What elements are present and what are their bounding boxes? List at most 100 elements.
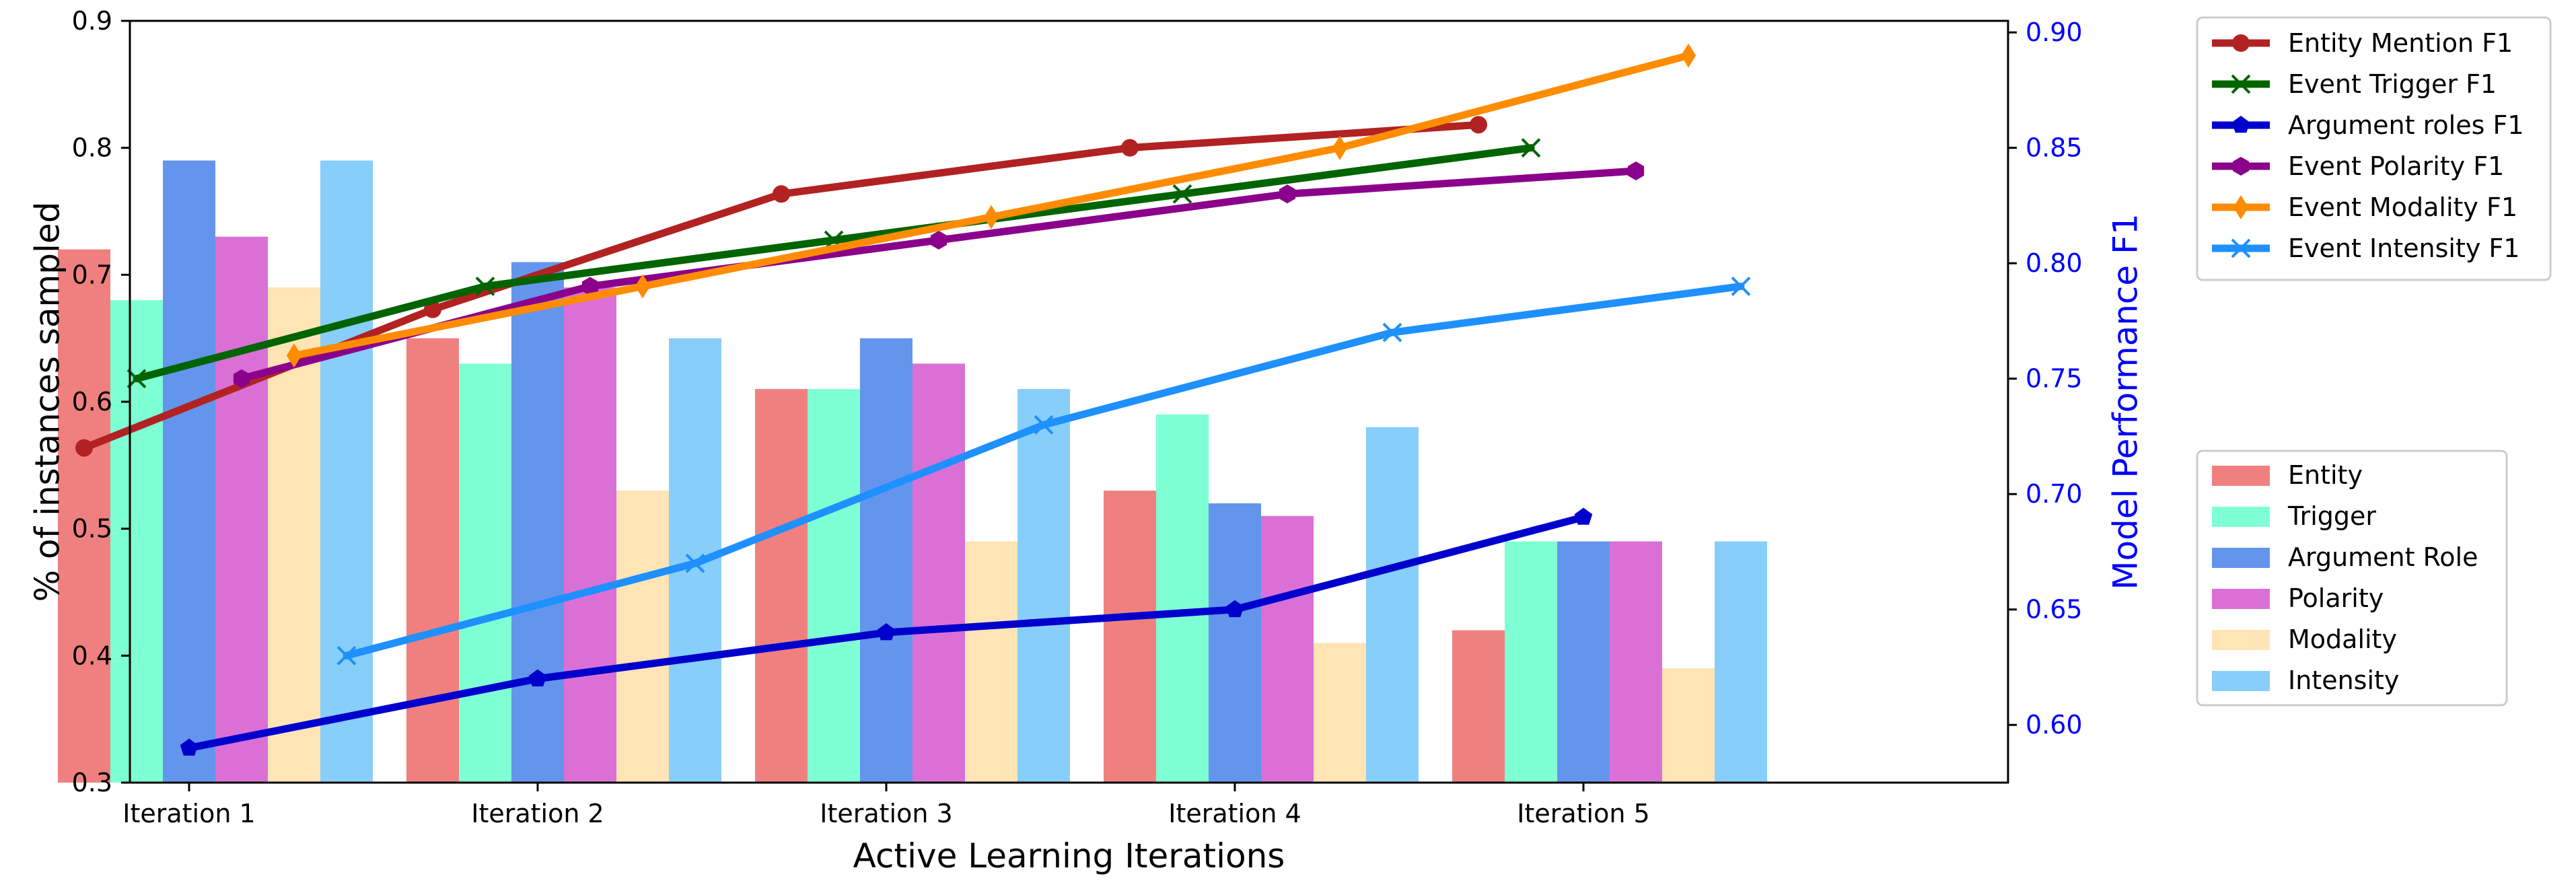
legend-label-trigger: Trigger	[2287, 501, 2376, 531]
bar-intensity-3	[1017, 389, 1070, 783]
point-entity-mention-f1-3	[773, 185, 790, 203]
x-tick-label-5: Iteration 5	[1517, 799, 1649, 828]
bar-entity-4	[1104, 491, 1156, 783]
point-event-polarity-f1-2	[581, 277, 599, 296]
bar-modality-2	[616, 491, 669, 783]
point-event-intensity-f1-1	[336, 645, 357, 666]
point-argument-roles-f1-5	[1574, 507, 1593, 525]
point-entity-mention-f1-5	[1470, 116, 1487, 134]
bar-entity-1	[58, 249, 110, 783]
point-argument-roles-f1-4	[1225, 600, 1244, 618]
point-event-intensity-f1-4	[1382, 322, 1402, 343]
bar-entity-5	[1452, 630, 1505, 783]
bar-polarity-3	[913, 363, 965, 783]
legend-swatch-polarity	[2212, 589, 2270, 609]
y2-tick-label-5: 0.85	[2026, 133, 2083, 163]
x-tick-label-1: Iteration 1	[122, 799, 255, 828]
y-tick-label-3: 0.6	[72, 387, 112, 417]
y2-tick-label-1: 0.65	[2026, 595, 2083, 624]
axes-layer: 0.3 0.4 0.5 0.6 0.7 0.8 0.9 0.60 0.65 0.70 0.75 0.8…	[72, 6, 2083, 828]
bar-polarity-5	[1610, 541, 1662, 783]
y-tick-label-6: 0.9	[72, 6, 112, 36]
point-event-intensity-f1-3	[1034, 415, 1054, 435]
legend-label-intensity: Intensity	[2288, 666, 2399, 695]
legend-label-event-modality-f1: Event Modality F1	[2288, 192, 2517, 222]
legend-swatch-intensity	[2212, 671, 2270, 691]
point-argument-roles-f1-2	[528, 669, 547, 686]
bar-entity-3	[755, 389, 808, 783]
bar-trigger-3	[808, 389, 860, 783]
legend-marker-event-polarity-f1	[2232, 157, 2250, 176]
bar-polarity-4	[1261, 515, 1314, 783]
bar-argument-role-1	[163, 160, 215, 783]
x-axis-title: Active Learning Iterations	[853, 836, 1285, 875]
y2-axis-title: Model Performance F1	[2106, 213, 2145, 589]
bar-modality-4	[1314, 643, 1366, 783]
legend-lines-box	[2196, 16, 2552, 281]
point-event-trigger-f1-5-stroke-b	[1521, 138, 1541, 158]
point-event-modality-f1-4	[1332, 135, 1348, 160]
legend-bars: Entity Trigger Argument Role Polarity Modali…	[2196, 450, 2508, 707]
bar-argument-role-2	[511, 262, 564, 783]
legend-marker-event-intensity-f1	[2231, 238, 2251, 258]
y2-tick-label-2: 0.70	[2026, 479, 2083, 509]
y-tick-label-4: 0.7	[72, 260, 112, 289]
legend-marker-event-trigger-f1-stroke-b	[2231, 74, 2251, 94]
point-event-intensity-f1-1-stroke-b	[336, 645, 357, 666]
legend-label-event-intensity-f1: Event Intensity F1	[2288, 234, 2519, 263]
bar-argument-role-4	[1209, 503, 1261, 783]
legend-label-argument-roles-f1: Argument roles F1	[2288, 110, 2524, 140]
bar-intensity-5	[1715, 541, 1767, 783]
x-tick-label-3: Iteration 3	[820, 799, 952, 828]
point-event-trigger-f1-2-stroke-b	[475, 277, 495, 296]
bar-modality-3	[965, 541, 1017, 783]
bar-entity-2	[406, 338, 459, 783]
point-entity-mention-f1-1	[75, 439, 93, 457]
y-tick-label-0: 0.3	[72, 768, 112, 797]
legend-label-modality: Modality	[2288, 624, 2397, 654]
x-tick-label-4: Iteration 4	[1168, 799, 1301, 828]
x-tick-label-2: Iteration 2	[471, 799, 604, 828]
legend-marker-event-intensity-f1-stroke-b	[2231, 238, 2251, 258]
point-event-intensity-f1-2	[685, 553, 705, 573]
bar-trigger-2	[459, 363, 511, 783]
bar-intensity-4	[1366, 427, 1419, 783]
y2-tick-label-0: 0.60	[2026, 710, 2083, 740]
point-event-modality-f1-3	[983, 205, 999, 229]
point-event-polarity-f1-1	[233, 369, 250, 388]
legend-swatch-trigger	[2212, 507, 2270, 527]
y2-tick-label-3: 0.75	[2026, 364, 2083, 394]
legend-lines: Entity Mention F1 Event Trigger F1 Argumen…	[2196, 16, 2552, 281]
legend-label-entity: Entity	[2288, 460, 2363, 490]
bars-layer	[58, 160, 1767, 783]
bar-polarity-2	[564, 287, 616, 783]
y-tick-label-5: 0.8	[72, 133, 112, 163]
bar-argument-role-3	[860, 338, 913, 783]
point-event-polarity-f1-4	[1279, 184, 1296, 204]
legend-label-event-polarity-f1: Event Polarity F1	[2288, 151, 2504, 181]
point-event-intensity-f1-5	[1731, 277, 1751, 296]
bar-intensity-1	[320, 160, 373, 783]
y-tick-label-2: 0.5	[72, 514, 112, 544]
legend-label-entity-mention-f1: Entity Mention F1	[2288, 28, 2513, 58]
y2-tick-label-6: 0.90	[2026, 17, 2083, 47]
lines-layer	[75, 43, 1751, 756]
point-argument-roles-f1-1	[180, 738, 199, 756]
y-axis-title: % of instances sampled	[28, 202, 67, 602]
legend-swatch-argument-role	[2212, 548, 2270, 568]
point-event-polarity-f1-3	[930, 230, 947, 250]
point-event-modality-f1-1	[286, 343, 302, 368]
legend-marker-entity-mention-f1	[2232, 34, 2250, 52]
bar-modality-5	[1662, 668, 1715, 783]
point-event-trigger-f1-4-stroke-b	[1172, 184, 1192, 204]
point-entity-mention-f1-4	[1121, 139, 1139, 157]
legend-label-event-trigger-f1: Event Trigger F1	[2288, 69, 2497, 99]
legend-swatch-modality	[2212, 630, 2270, 650]
legend-bars-box	[2196, 450, 2508, 707]
point-event-polarity-f1-5	[1627, 162, 1645, 180]
point-event-trigger-f1-5	[1521, 138, 1541, 158]
point-event-intensity-f1-2-stroke-b	[685, 553, 705, 573]
y-tick-label-1: 0.4	[72, 641, 112, 670]
bar-trigger-4	[1156, 414, 1209, 783]
